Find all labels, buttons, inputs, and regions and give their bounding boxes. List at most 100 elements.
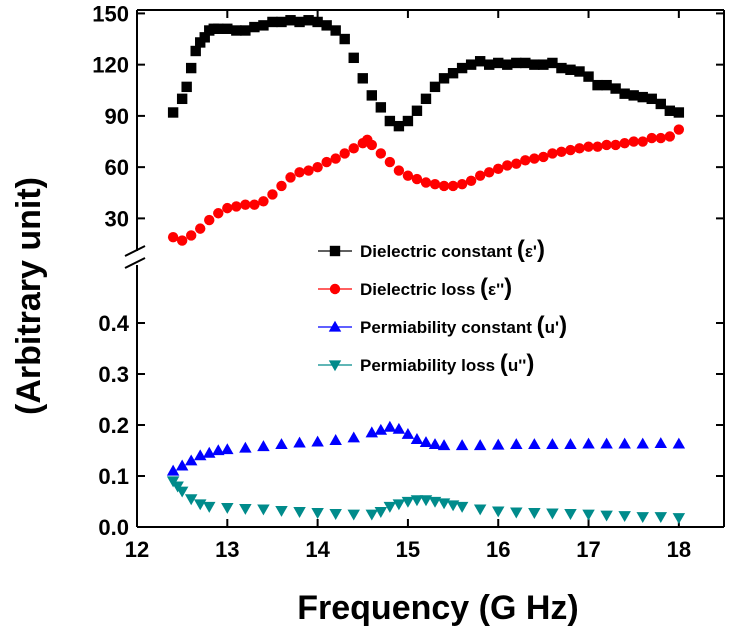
y-tick-label: 90: [105, 104, 129, 129]
data-point: [176, 93, 188, 105]
legend-paren: ): [559, 312, 567, 339]
data-point: [429, 81, 441, 93]
data-point: [203, 501, 216, 513]
y-tick-label: 150: [92, 1, 129, 26]
series-permiability-constant: [166, 420, 686, 476]
data-point: [636, 437, 649, 449]
data-point: [538, 59, 549, 70]
legend-paren: ): [526, 350, 534, 377]
data-point: [393, 120, 405, 132]
data-point: [601, 79, 612, 91]
legend-label: Permiability loss (u''): [360, 350, 534, 377]
data-point: [401, 496, 415, 508]
data-point: [484, 167, 495, 178]
data-point: [293, 507, 306, 518]
y-axis-break: [123, 245, 151, 269]
data-point: [673, 107, 685, 118]
legend-paren: (: [537, 312, 545, 339]
legend-symbol: u'': [508, 356, 526, 375]
data-point: [646, 93, 657, 105]
data-point: [428, 496, 442, 508]
data-point: [565, 64, 576, 75]
data-point: [654, 512, 668, 524]
data-point: [195, 223, 206, 234]
legend-marker: [328, 320, 342, 332]
data-point: [240, 199, 251, 210]
data-point: [267, 16, 278, 28]
data-point: [167, 107, 179, 118]
data-point: [258, 20, 269, 31]
data-point: [654, 437, 668, 449]
data-point: [528, 508, 541, 519]
data-point: [184, 494, 198, 506]
data-point: [511, 158, 522, 169]
data-point: [330, 25, 341, 36]
plot-frame: [136, 9, 725, 528]
data-point: [583, 141, 594, 152]
data-point: [456, 62, 468, 74]
data-point: [529, 59, 540, 70]
data-point: [285, 15, 296, 26]
data-point: [384, 156, 396, 168]
data-point: [446, 500, 460, 512]
x-tick-label: 12: [125, 537, 149, 562]
data-point: [574, 66, 585, 77]
data-point: [199, 32, 210, 43]
data-point: [502, 160, 513, 171]
legend-symbol: ε': [525, 242, 537, 261]
data-point: [465, 175, 477, 187]
data-point: [637, 136, 648, 147]
data-point: [321, 20, 332, 31]
data-point: [437, 498, 451, 510]
data-point: [402, 115, 414, 127]
data-point: [511, 57, 522, 69]
data-point: [437, 439, 451, 451]
data-point: [491, 506, 505, 518]
data-point: [312, 161, 323, 173]
x-axis-title: Frequency (G Hz): [297, 589, 578, 627]
data-point: [184, 454, 198, 466]
data-point: [203, 446, 216, 458]
data-point: [347, 431, 360, 443]
series-dielectric-loss: [167, 124, 685, 246]
data-point: [374, 507, 388, 518]
x-tick-label: 13: [215, 537, 239, 562]
data-point: [339, 148, 350, 159]
data-point: [175, 486, 189, 498]
data-point: [366, 139, 377, 151]
data-point: [455, 439, 469, 451]
y-tick-label: 60: [105, 155, 129, 180]
data-point: [339, 33, 350, 45]
y-tick-label: 0.3: [98, 362, 129, 387]
data-point: [357, 73, 368, 84]
x-tick-label: 17: [576, 537, 600, 562]
data-point: [213, 208, 224, 219]
legend-paren: ): [537, 236, 545, 263]
data-point: [176, 235, 188, 246]
data-point: [257, 440, 270, 452]
legend-paren: ): [504, 274, 512, 301]
data-point: [166, 464, 180, 476]
data-point: [502, 59, 513, 70]
data-point: [672, 513, 686, 525]
data-point: [321, 156, 332, 168]
x-tick-label: 14: [305, 537, 330, 562]
data-point: [258, 196, 269, 207]
data-point: [190, 45, 201, 57]
data-point: [257, 504, 270, 516]
data-point: [411, 173, 423, 185]
data-point: [420, 177, 432, 188]
y-tick-label: 0.1: [98, 464, 129, 489]
data-point: [564, 438, 577, 450]
data-point: [664, 131, 676, 142]
data-point: [231, 201, 242, 212]
data-point: [401, 427, 415, 439]
data-point: [582, 437, 595, 449]
data-point: [375, 148, 387, 159]
data-point: [383, 420, 397, 432]
data-point: [204, 214, 215, 226]
data-point: [410, 433, 424, 444]
data-point: [538, 151, 549, 163]
data-point: [592, 141, 603, 152]
